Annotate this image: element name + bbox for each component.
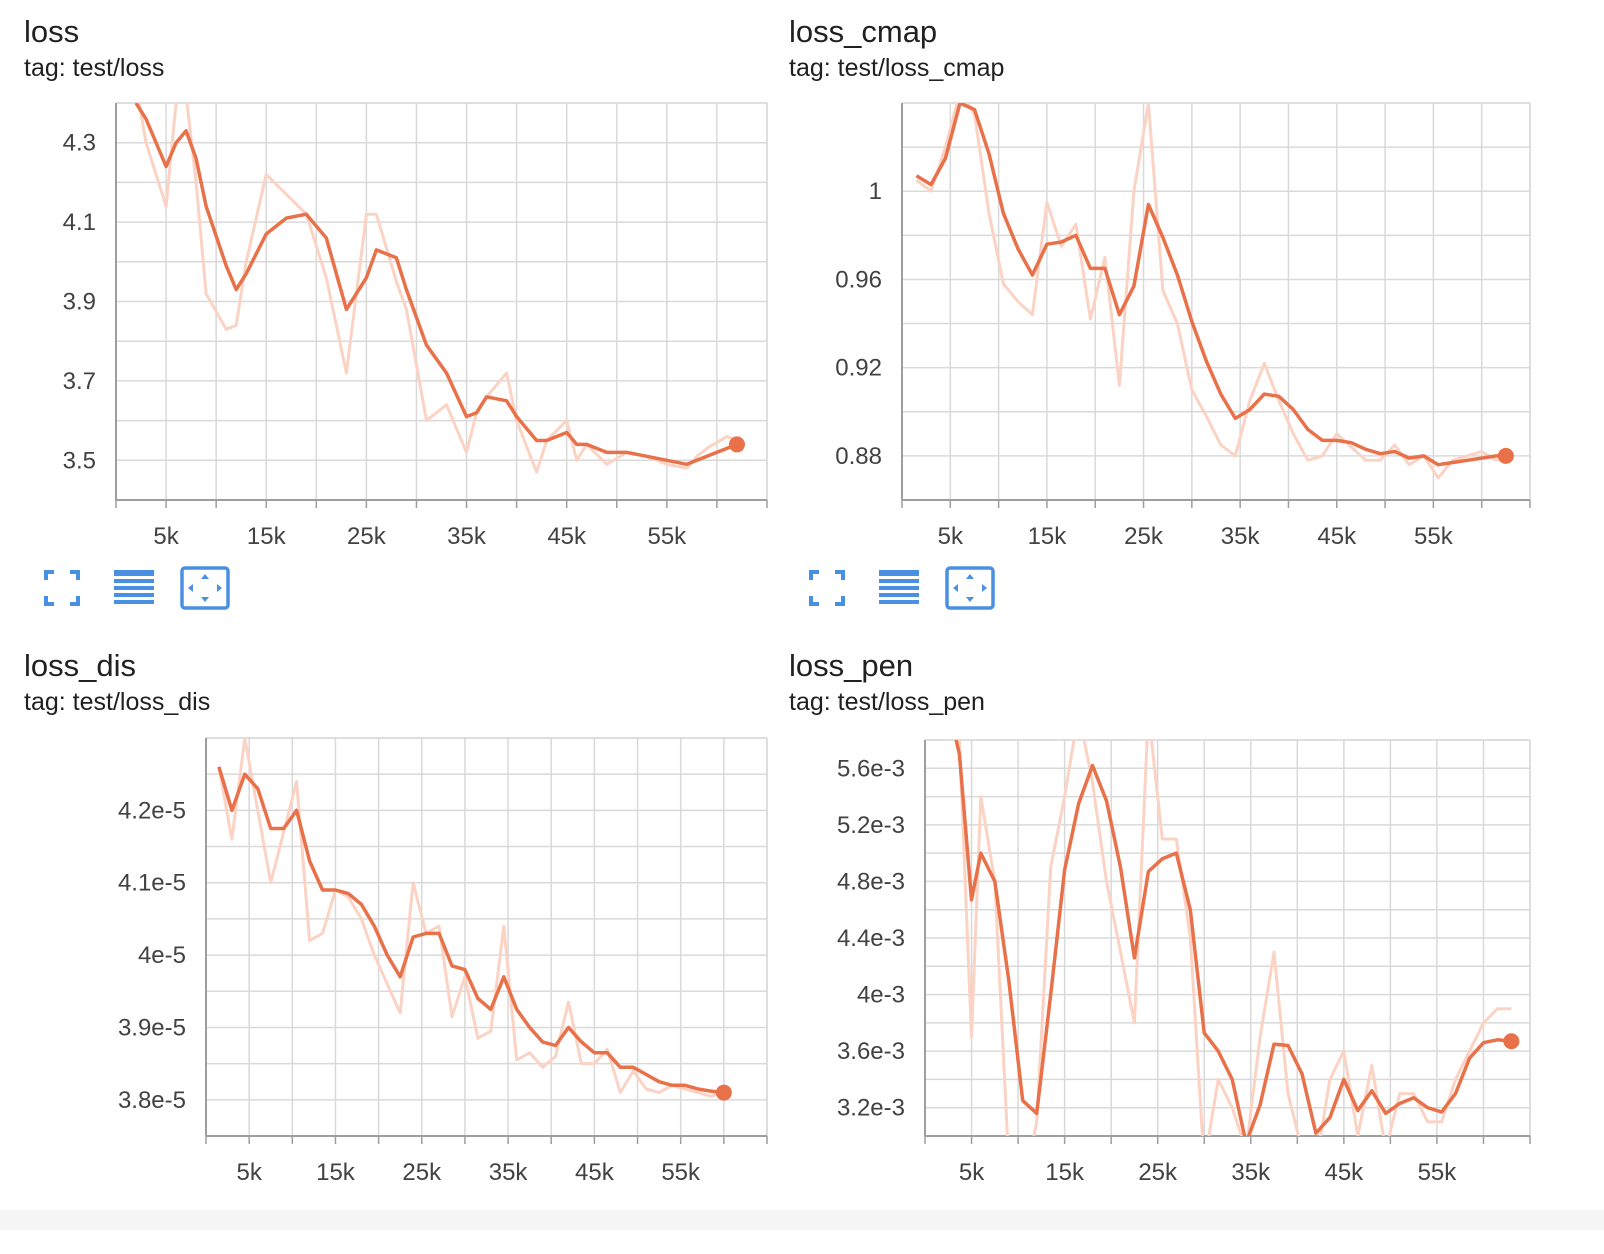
x-tick-label: 5k: [959, 1159, 985, 1186]
x-tick-label: 25k: [402, 1159, 442, 1186]
grid: [901, 102, 1531, 501]
y-tick-label: 4.4e-3: [837, 925, 905, 952]
y-tick-label: 4.2e-5: [118, 797, 186, 824]
data-table-icon: [877, 570, 921, 614]
y-tick-label: 4.8e-3: [837, 868, 905, 895]
chart-title: loss_dis: [24, 648, 136, 683]
x-tick-label: 5k: [938, 523, 964, 550]
plot-area: [217, 738, 725, 1098]
chart-card-loss-dis: loss_dis tag: test/loss_dis 5k 15k 25k 35k 4…: [24, 634, 794, 1254]
chart-tag: tag: test/loss: [24, 54, 165, 82]
line-chart-loss-pen[interactable]: 5k 15k 25k 35k 45k 55k 3.2e-3 3.6e-3 4e-3 4.4e-3 4…: [789, 634, 1559, 1194]
x-tick-label: 5k: [153, 523, 179, 550]
plot-area: [134, 103, 738, 474]
chart-title: loss_cmap: [789, 14, 938, 49]
fit-domain-button[interactable]: [180, 566, 230, 610]
x-tick-label: 35k: [1221, 523, 1261, 550]
data-table-icon: [112, 570, 156, 614]
series-line-smoothed: [134, 103, 738, 467]
chart-tag: tag: test/loss_pen: [789, 688, 985, 716]
fullscreen-button[interactable]: [805, 566, 849, 610]
x-tick-label: 55k: [661, 1159, 701, 1186]
y-tick-label: 1: [869, 178, 882, 205]
fit-domain-icon: [945, 566, 995, 614]
y-tick-label: 4e-3: [857, 982, 905, 1009]
x-tick-label: 25k: [347, 523, 387, 550]
chart-title: loss: [24, 14, 80, 49]
y-tick-label: 3.8e-5: [118, 1087, 186, 1114]
y-tick-label: 4.1e-5: [118, 870, 186, 897]
x-tick-label: 45k: [575, 1159, 615, 1186]
x-tick-label: 15k: [1045, 1159, 1085, 1186]
line-chart-loss-dis[interactable]: 5k 15k 25k 35k 45k 55k 3.8e-5 3.9e-5 4e-5 4.1e-5 4…: [24, 634, 794, 1194]
y-tick-label: 3.6e-3: [837, 1038, 905, 1065]
grid: [115, 102, 768, 501]
y-tick-label: 4.1: [63, 209, 96, 236]
y-tick-label: 4.3: [63, 130, 96, 157]
x-tick-label: 35k: [1231, 1159, 1271, 1186]
fullscreen-button[interactable]: [40, 566, 84, 610]
y-tick-label: 3.7: [63, 368, 96, 395]
fit-domain-button[interactable]: [945, 566, 995, 610]
y-tick-label: 0.88: [835, 443, 882, 470]
y-tick-label: 5.6e-3: [837, 755, 905, 782]
x-tick-label: 15k: [247, 523, 287, 550]
series-line-smoothed: [954, 740, 1512, 1136]
plot-area: [915, 103, 1507, 480]
data-table-button[interactable]: [877, 566, 921, 610]
y-tick-label: 3.2e-3: [837, 1095, 905, 1122]
x-tick-label: 55k: [1418, 1159, 1458, 1186]
x-tick-label: 45k: [1317, 523, 1357, 550]
footer-bar: [0, 1210, 1604, 1230]
chart-card-loss-pen: loss_pen tag: test/loss_pen 5k 15k 25k 35k 4…: [789, 634, 1559, 1254]
grid: [205, 737, 768, 1137]
x-tick-label: 5k: [236, 1159, 262, 1186]
series-line-smoothed: [915, 103, 1506, 467]
y-tick-label: 4e-5: [138, 942, 186, 969]
chart-tag: tag: test/loss_dis: [24, 688, 211, 716]
grid: [924, 739, 1531, 1137]
last-point-marker: [728, 436, 745, 453]
last-point-marker: [1503, 1033, 1520, 1050]
y-tick-label: 3.9: [63, 289, 96, 316]
line-chart-loss-cmap[interactable]: 5k 15k 25k 35k 45k 55k 0.88 0.92 0.96 1: [789, 0, 1559, 560]
chart-card-loss: loss tag: test/loss 5k 15k 25k 35k 45k 55k 3.5…: [24, 0, 794, 620]
series-line-raw: [137, 103, 738, 474]
series-line-raw: [915, 103, 1507, 480]
series-line-smoothed: [217, 766, 725, 1095]
y-tick-label: 3.5: [63, 447, 96, 474]
fullscreen-icon: [805, 570, 849, 614]
x-tick-label: 55k: [1414, 523, 1454, 550]
x-tick-label: 35k: [447, 523, 487, 550]
y-tick-label: 3.9e-5: [118, 1014, 186, 1041]
x-tick-label: 25k: [1124, 523, 1164, 550]
x-tick-label: 55k: [647, 523, 687, 550]
y-tick-label: 0.92: [835, 355, 882, 382]
last-point-marker: [1497, 447, 1514, 464]
fullscreen-icon: [40, 570, 84, 614]
x-tick-label: 35k: [489, 1159, 529, 1186]
x-tick-label: 45k: [1324, 1159, 1364, 1186]
y-tick-label: 5.2e-3: [837, 812, 905, 839]
last-point-marker: [715, 1084, 732, 1101]
series-line-raw: [217, 738, 725, 1098]
data-table-button[interactable]: [112, 566, 156, 610]
x-tick-label: 15k: [316, 1159, 356, 1186]
x-tick-label: 25k: [1138, 1159, 1178, 1186]
x-tick-label: 45k: [547, 523, 587, 550]
chart-title: loss_pen: [789, 648, 914, 683]
line-chart-loss[interactable]: 5k 15k 25k 35k 45k 55k 3.5 3.7 3.9 4.1 4.3: [24, 0, 794, 560]
x-tick-label: 15k: [1028, 523, 1068, 550]
chart-tag: tag: test/loss_cmap: [789, 54, 1005, 82]
fit-domain-icon: [180, 566, 230, 614]
series-line-raw: [957, 740, 1512, 1136]
chart-card-loss-cmap: loss_cmap tag: test/loss_cmap 5k 15k 25k 35…: [789, 0, 1559, 620]
y-tick-label: 0.96: [835, 266, 882, 293]
plot-area: [954, 740, 1512, 1136]
